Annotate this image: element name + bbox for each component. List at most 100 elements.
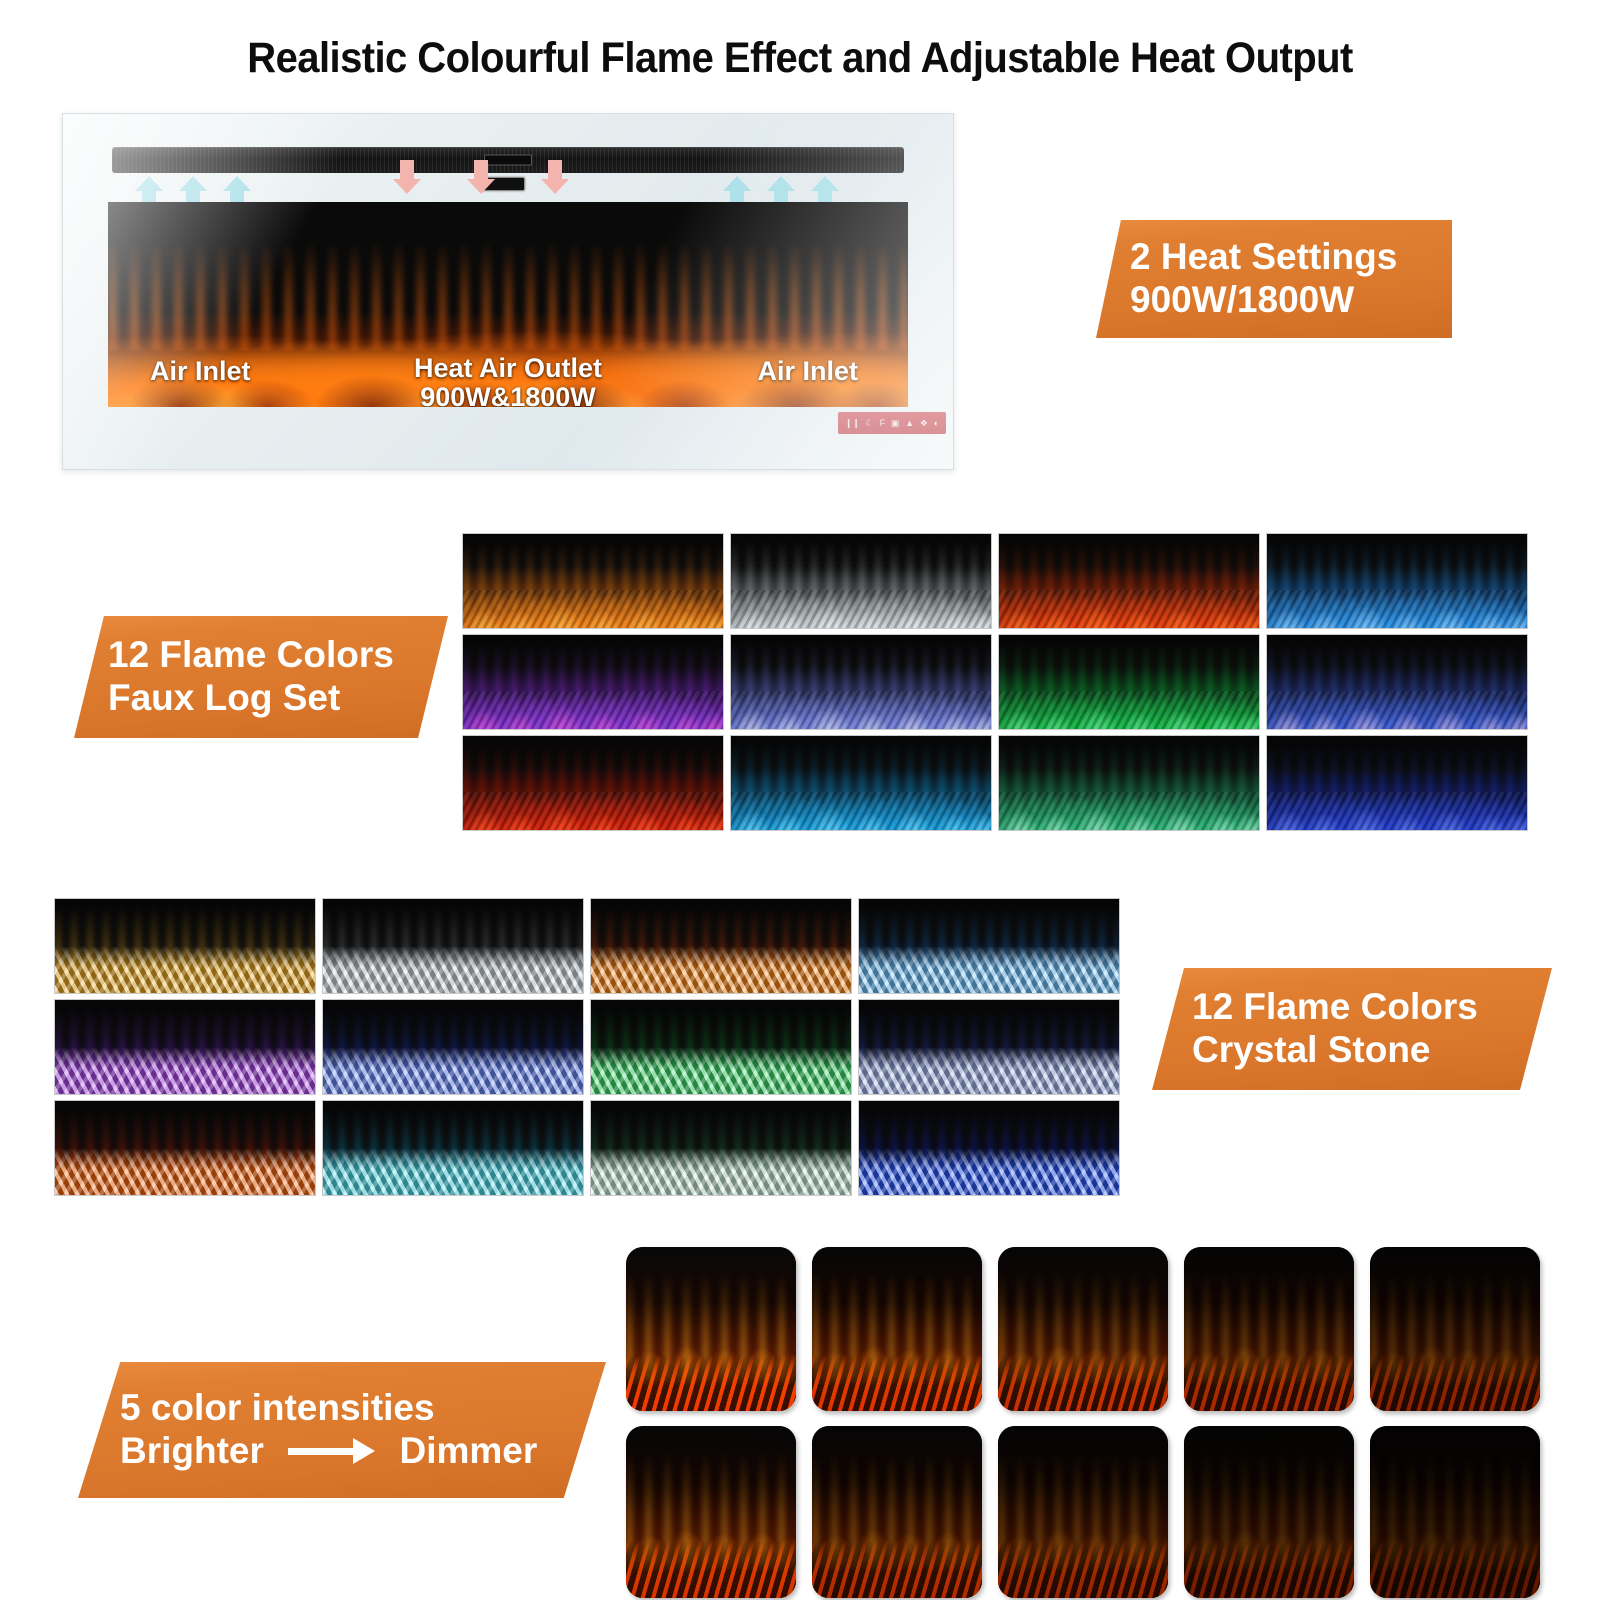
tile-log-texture xyxy=(1267,590,1527,628)
flame-tile-red-orange xyxy=(998,533,1260,629)
intensity-dim-overlay xyxy=(998,1426,1168,1598)
tile-crystals xyxy=(591,1047,851,1094)
heat-outlet-label-line2: 900W&1800W xyxy=(420,382,596,407)
heat-icon[interactable]: ▲ xyxy=(905,418,915,428)
tile-log-texture xyxy=(463,792,723,830)
flame-tile-violet xyxy=(54,999,316,1095)
tile-crystals xyxy=(55,946,315,993)
intensity-embers xyxy=(812,1539,982,1598)
flame-tile-aqua xyxy=(322,1100,584,1196)
dimmer-label: Dimmer xyxy=(399,1430,538,1471)
tile-crystals xyxy=(323,1047,583,1094)
tile-crystals xyxy=(859,1148,1119,1195)
badge-intensity-line2: Brighter Dimmer xyxy=(120,1430,606,1473)
tile-logs xyxy=(463,586,723,628)
badge-log-line2: Faux Log Set xyxy=(108,677,341,718)
tile-logs xyxy=(731,788,991,830)
intensity-tile-bottom-1 xyxy=(626,1426,796,1598)
tile-logs xyxy=(999,687,1259,729)
intensity-tile-bottom-3 xyxy=(998,1426,1168,1598)
flame-tile-orange xyxy=(462,533,724,629)
flame-tile-pale-green xyxy=(590,1100,852,1196)
intensity-embers xyxy=(998,1355,1168,1411)
color-icon[interactable]: ◐ xyxy=(933,418,940,428)
tile-crystals xyxy=(859,1047,1119,1094)
control-panel[interactable]: ❙❙ ☾ F ▣ ▲ ❖ ◐ xyxy=(838,412,946,434)
badge-color-intensities: 5 color intensities Brighter Dimmer xyxy=(78,1362,606,1498)
flame-tile-ice-blue xyxy=(858,898,1120,994)
flame-tile-periwinkle xyxy=(730,634,992,730)
intensity-dim-overlay xyxy=(1184,1426,1354,1598)
intensity-tile-top-5 xyxy=(1370,1247,1540,1411)
badge-log-colors: 12 Flame Colors Faux Log Set xyxy=(74,616,448,738)
fireplace-screen: Air Inlet Heat Air Outlet 900W&1800W Air… xyxy=(108,202,908,407)
flame-tile-cyan xyxy=(730,735,992,831)
intensity-embers xyxy=(1370,1355,1540,1411)
flame-tile-blue-violet xyxy=(1266,634,1528,730)
tile-log-texture xyxy=(999,590,1259,628)
flame-color-grid-log-set xyxy=(462,533,1532,831)
intensity-embers xyxy=(1184,1355,1354,1411)
power-icon[interactable]: ❙❙ xyxy=(844,417,860,428)
intensity-tile-top-3 xyxy=(998,1247,1168,1411)
tile-log-texture xyxy=(463,590,723,628)
flame-tile-orange-red xyxy=(590,898,852,994)
intensity-row-bottom xyxy=(626,1426,1540,1598)
fahrenheit-icon[interactable]: F xyxy=(879,418,886,428)
intensity-dim-overlay xyxy=(626,1426,796,1598)
tile-log-texture xyxy=(1267,691,1527,729)
tile-crystals xyxy=(323,946,583,993)
intensity-row-top xyxy=(626,1247,1540,1411)
flame-tile-purple xyxy=(462,634,724,730)
heat-outlet-label: Heat Air Outlet 900W&1800W xyxy=(413,353,603,407)
intensity-embers xyxy=(998,1539,1168,1598)
flame-icon[interactable]: ☾ xyxy=(865,417,874,428)
heat-outlet-arrows-upper xyxy=(393,160,569,194)
tile-crystals xyxy=(55,1148,315,1195)
tile-logs xyxy=(1267,586,1527,628)
badge-heat-line1: 2 Heat Settings xyxy=(1130,236,1398,278)
flame-tile-red xyxy=(462,735,724,831)
tile-log-texture xyxy=(999,691,1259,729)
tile-crystals xyxy=(55,1047,315,1094)
intensity-tile-top-1 xyxy=(626,1247,796,1411)
thermometer-icon[interactable]: ❖ xyxy=(919,417,928,428)
badge-heat-line2: 900W/1800W xyxy=(1130,279,1355,320)
tile-logs xyxy=(731,687,991,729)
badge-crystal-line1: 12 Flame Colors xyxy=(1192,986,1478,1028)
brighter-label: Brighter xyxy=(120,1430,264,1471)
intensity-tile-top-4 xyxy=(1184,1247,1354,1411)
timer-icon[interactable]: ▣ xyxy=(890,417,900,428)
flame-tile-blue xyxy=(322,999,584,1095)
tile-crystals xyxy=(859,946,1119,993)
air-inlet-label-right: Air Inlet xyxy=(757,356,858,386)
tile-logs xyxy=(1267,687,1527,729)
tile-logs xyxy=(999,586,1259,628)
intensity-tile-top-2 xyxy=(812,1247,982,1411)
tile-log-texture xyxy=(731,590,991,628)
flame-tile-green xyxy=(998,634,1260,730)
intensity-tile-bottom-5 xyxy=(1370,1426,1540,1598)
tile-log-texture xyxy=(731,691,991,729)
badge-crystal-line2: Crystal Stone xyxy=(1192,1029,1431,1070)
flame-tile-deep-blue xyxy=(1266,735,1528,831)
heat-outlet-label-line1: Heat Air Outlet xyxy=(413,353,603,383)
tile-logs xyxy=(999,788,1259,830)
badge-intensity-line1: 5 color intensities xyxy=(120,1387,435,1429)
intensity-dim-overlay xyxy=(812,1247,982,1411)
intensity-dim-overlay xyxy=(1184,1247,1354,1411)
intensity-dim-overlay xyxy=(1370,1426,1540,1598)
intensity-dim-overlay xyxy=(812,1426,982,1598)
air-inlet-label-left: Air Inlet xyxy=(150,356,251,386)
tile-crystals xyxy=(591,1148,851,1195)
tile-crystals xyxy=(591,946,851,993)
fireplace-unit: Air Inlet Heat Air Outlet 900W&1800W Air… xyxy=(62,113,954,470)
intensity-tile-bottom-2 xyxy=(812,1426,982,1598)
flame-tile-teal-green xyxy=(998,735,1260,831)
flame-tile-red xyxy=(54,1100,316,1196)
tile-logs xyxy=(463,788,723,830)
tile-logs xyxy=(731,586,991,628)
brighter-to-dimmer-arrow-icon xyxy=(288,1438,376,1465)
flame-tile-sky-blue xyxy=(1266,533,1528,629)
